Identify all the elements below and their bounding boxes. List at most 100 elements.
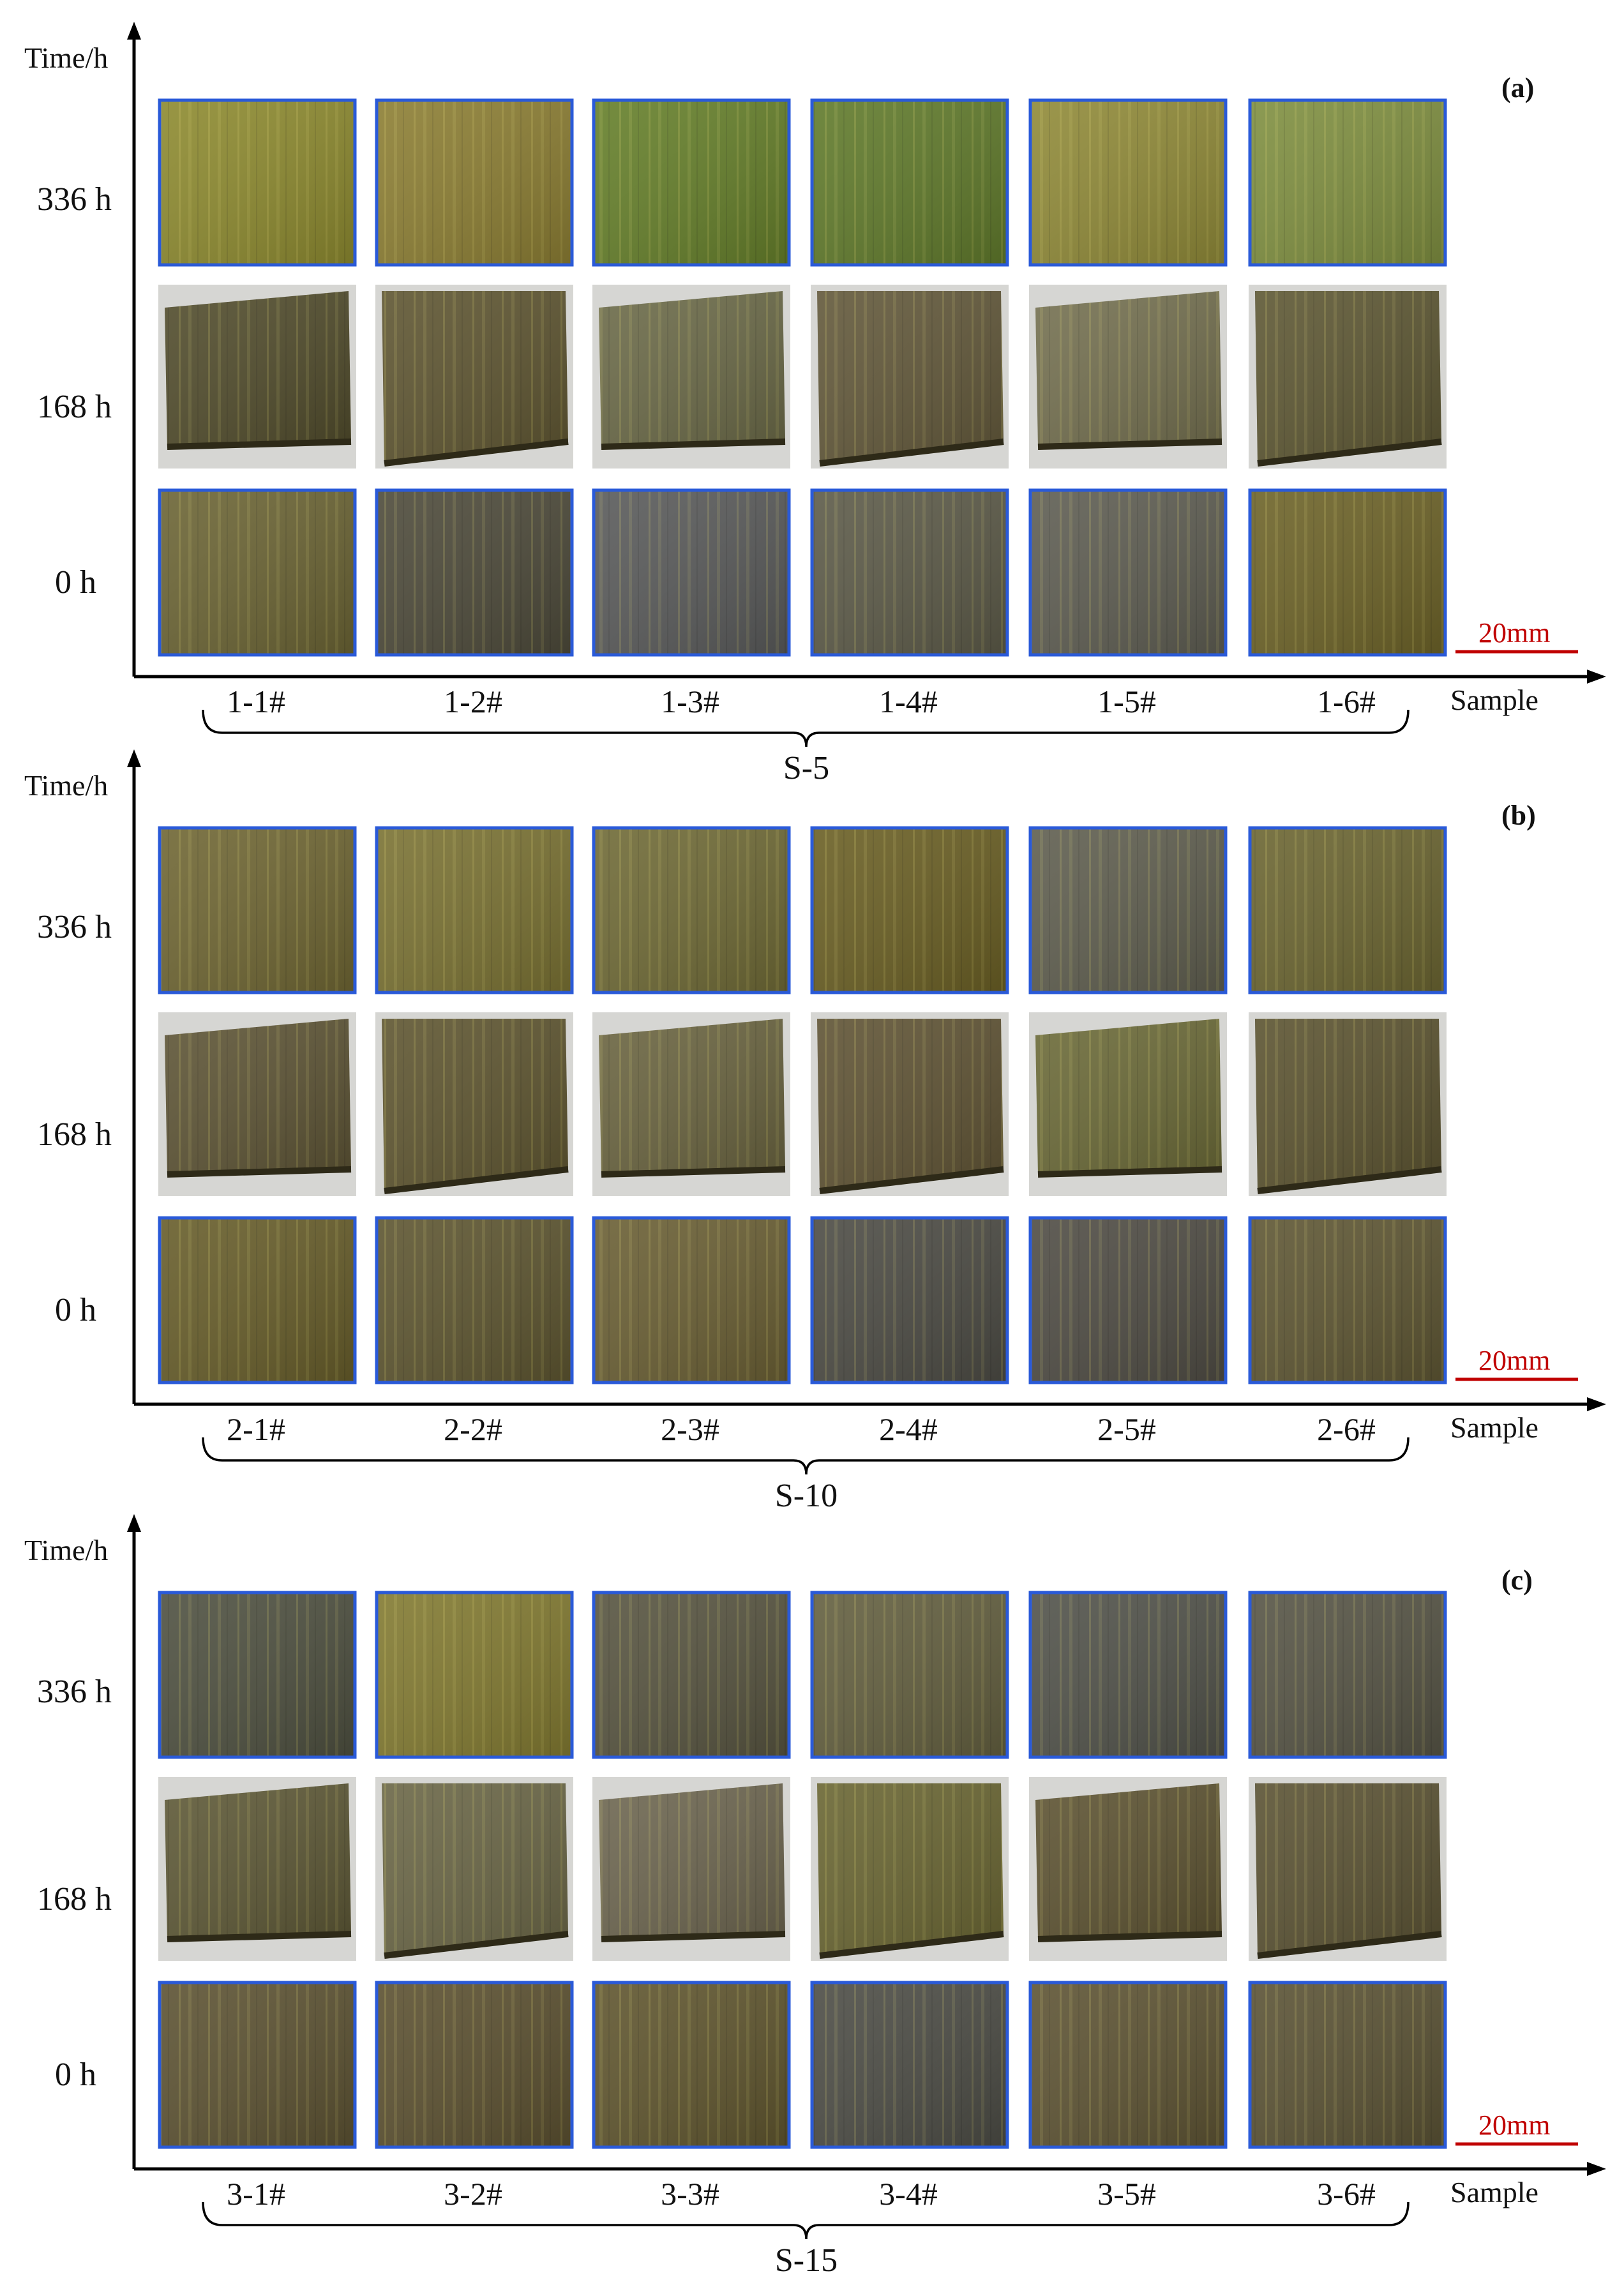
sample-photo bbox=[375, 1012, 573, 1196]
sample-photo bbox=[810, 98, 1009, 267]
x-axis-arrow bbox=[1587, 670, 1606, 684]
y-axis-title: Time/h bbox=[24, 769, 109, 802]
sample-label: 3-4# bbox=[879, 2176, 938, 2212]
group-bracket bbox=[202, 2201, 1410, 2240]
sample-photo bbox=[1028, 488, 1228, 657]
y-axis-arrow bbox=[127, 749, 141, 767]
sample-photo bbox=[1248, 98, 1447, 267]
sample-label: 2-3# bbox=[661, 1411, 719, 1447]
sample-photo bbox=[375, 1981, 574, 2149]
sample-photo bbox=[158, 1012, 356, 1196]
sample-photo bbox=[592, 826, 791, 994]
sample-photo bbox=[592, 1012, 790, 1196]
sample-photo bbox=[1028, 1591, 1228, 1759]
sample-photo bbox=[1248, 1591, 1447, 1759]
time-row-label: 168 h bbox=[37, 1116, 112, 1153]
sample-label: 1-4# bbox=[879, 684, 938, 719]
sample-photo bbox=[158, 488, 357, 657]
sample-label: 3-1# bbox=[227, 2176, 285, 2212]
group-label: S-15 bbox=[774, 2242, 838, 2279]
panel-tag: (b) bbox=[1501, 800, 1536, 831]
sample-label: 2-5# bbox=[1097, 1411, 1156, 1447]
sample-photo bbox=[592, 1591, 791, 1759]
sample-photo bbox=[1029, 285, 1227, 469]
sample-label: 2-6# bbox=[1317, 1411, 1376, 1447]
sample-photo bbox=[158, 1981, 357, 2149]
sample-photo bbox=[1249, 1777, 1447, 1961]
sample-label: 3-6# bbox=[1317, 2176, 1376, 2212]
x-axis-title: Sample bbox=[1450, 1411, 1538, 1444]
time-row-label: 336 h bbox=[37, 909, 112, 945]
sample-label: 1-6# bbox=[1317, 684, 1376, 719]
sample-photo bbox=[811, 1012, 1009, 1196]
sample-photo bbox=[811, 285, 1009, 469]
sample-photo bbox=[592, 1216, 791, 1384]
sample-photo bbox=[1028, 1981, 1228, 2149]
sample-photo bbox=[592, 1981, 791, 2149]
sample-photo bbox=[375, 98, 574, 267]
sample-photo bbox=[375, 285, 573, 469]
sample-label: 3-3# bbox=[661, 2176, 719, 2212]
sample-label: 2-1# bbox=[227, 1411, 285, 1447]
sample-label: 1-2# bbox=[444, 684, 502, 719]
x-axis-title: Sample bbox=[1450, 2176, 1538, 2208]
y-axis-arrow bbox=[127, 1514, 141, 1532]
x-axis-title: Sample bbox=[1450, 684, 1538, 716]
y-axis-arrow bbox=[127, 22, 141, 40]
sample-photo bbox=[1029, 1777, 1227, 1961]
panel-tag: (a) bbox=[1501, 72, 1535, 103]
sample-label: 3-5# bbox=[1097, 2176, 1156, 2212]
sample-photo bbox=[592, 285, 790, 469]
sample-photo bbox=[1029, 1012, 1227, 1196]
sample-photo bbox=[592, 1777, 790, 1961]
sample-photo bbox=[375, 488, 574, 657]
sample-photo bbox=[1249, 1012, 1447, 1196]
x-axis-arrow bbox=[1587, 1397, 1606, 1411]
sample-photo bbox=[1249, 285, 1447, 469]
sample-photo bbox=[158, 98, 357, 267]
sample-label: 1-1# bbox=[227, 684, 285, 719]
sample-photo bbox=[158, 1777, 356, 1961]
sample-photo bbox=[375, 1591, 574, 1759]
time-row-label: 336 h bbox=[37, 1674, 112, 1710]
sample-photo bbox=[1248, 1981, 1447, 2149]
scale-bar-label: 20mm bbox=[1478, 1345, 1551, 1376]
time-row-label: 168 h bbox=[37, 389, 112, 425]
scale-bar-label: 20mm bbox=[1478, 2110, 1551, 2141]
time-row-label: 168 h bbox=[37, 1881, 112, 1917]
group-bracket bbox=[202, 709, 1410, 747]
sample-photo bbox=[1248, 826, 1447, 994]
panel-tag: (c) bbox=[1501, 1564, 1533, 1596]
sample-photo bbox=[158, 285, 356, 469]
sample-photo bbox=[810, 488, 1009, 657]
sample-photo bbox=[811, 1777, 1009, 1961]
sample-label: 1-5# bbox=[1097, 684, 1156, 719]
sample-photo bbox=[810, 1591, 1009, 1759]
y-axis-title: Time/h bbox=[24, 41, 109, 74]
sample-photo bbox=[375, 826, 574, 994]
sample-photo bbox=[158, 826, 357, 994]
scale-bar-label: 20mm bbox=[1478, 617, 1551, 648]
sample-photo bbox=[158, 1591, 357, 1759]
group-label: S-5 bbox=[783, 750, 830, 786]
panel-c bbox=[127, 1514, 1606, 2240]
sample-label: 3-2# bbox=[444, 2176, 502, 2212]
sample-photo bbox=[375, 1777, 573, 1961]
sample-photo bbox=[375, 1216, 574, 1384]
panel-a bbox=[127, 22, 1606, 747]
sample-photo bbox=[810, 1981, 1009, 2149]
sample-label: 2-4# bbox=[879, 1411, 938, 1447]
sample-photo bbox=[810, 826, 1009, 994]
group-bracket bbox=[202, 1437, 1410, 1475]
sample-photo bbox=[158, 1216, 357, 1384]
y-axis-title: Time/h bbox=[24, 1534, 109, 1566]
sample-photo bbox=[810, 1216, 1009, 1384]
sample-photo bbox=[1028, 826, 1228, 994]
sample-photo bbox=[1028, 98, 1228, 267]
panel-b bbox=[127, 749, 1606, 1475]
sample-photo bbox=[1028, 1216, 1228, 1384]
sample-label: 2-2# bbox=[444, 1411, 502, 1447]
time-row-label: 0 h bbox=[55, 564, 96, 601]
time-row-label: 0 h bbox=[55, 1292, 96, 1328]
